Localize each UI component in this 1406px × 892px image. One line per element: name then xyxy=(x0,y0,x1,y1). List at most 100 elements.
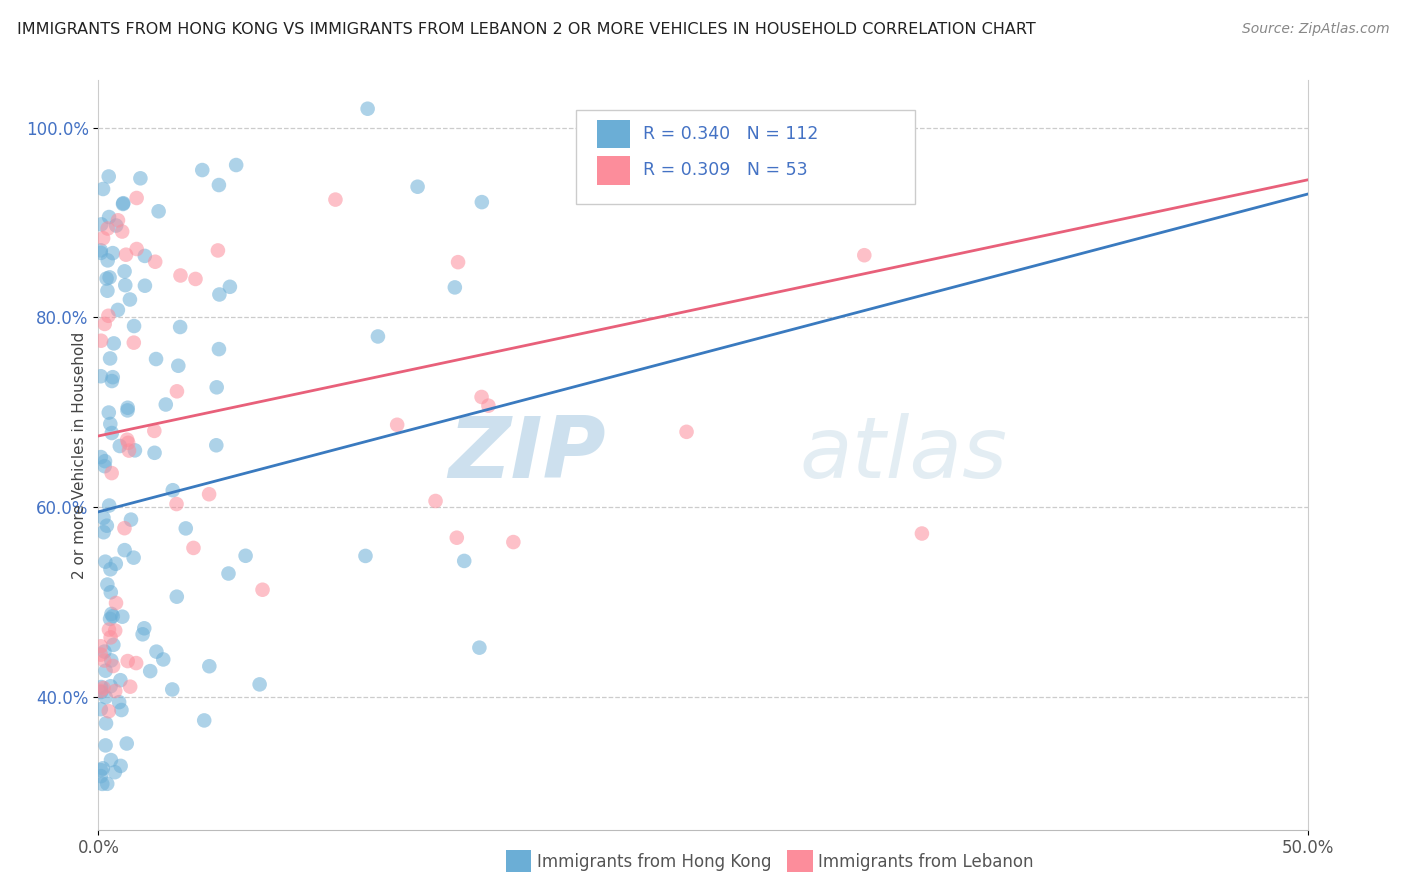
Point xyxy=(143,424,166,438)
Point xyxy=(115,433,138,447)
Point xyxy=(100,585,122,599)
Point xyxy=(103,638,125,652)
Point xyxy=(97,704,120,718)
Point xyxy=(675,425,697,439)
Point xyxy=(104,624,127,638)
Point xyxy=(97,309,120,323)
Point xyxy=(471,195,494,210)
Point xyxy=(145,351,167,366)
Point xyxy=(115,737,138,751)
Point xyxy=(117,654,139,668)
FancyBboxPatch shape xyxy=(576,111,915,204)
Point xyxy=(117,401,139,415)
Point xyxy=(134,249,156,263)
Text: Immigrants from Lebanon: Immigrants from Lebanon xyxy=(818,853,1033,871)
Point xyxy=(93,644,115,658)
Point xyxy=(96,518,118,533)
Point xyxy=(90,244,112,258)
Point xyxy=(143,446,166,460)
Point xyxy=(110,703,132,717)
Point xyxy=(105,219,128,233)
Point xyxy=(101,659,124,673)
Point xyxy=(103,336,125,351)
Point xyxy=(107,302,129,317)
Point xyxy=(124,443,146,458)
Point xyxy=(143,254,166,268)
Point xyxy=(120,513,142,527)
Point xyxy=(118,443,141,458)
Text: atlas: atlas xyxy=(800,413,1008,497)
Point xyxy=(166,497,188,511)
Point xyxy=(385,417,408,432)
Point xyxy=(853,248,876,262)
Point xyxy=(100,631,122,645)
Bar xyxy=(596,156,630,185)
Point xyxy=(235,549,257,563)
Point xyxy=(252,582,274,597)
Text: R = 0.309   N = 53: R = 0.309 N = 53 xyxy=(643,161,807,179)
Text: Immigrants from Hong Kong: Immigrants from Hong Kong xyxy=(537,853,772,871)
Y-axis label: 2 or more Vehicles in Household: 2 or more Vehicles in Household xyxy=(72,331,87,579)
Point xyxy=(93,317,115,331)
Point xyxy=(91,761,114,775)
Point xyxy=(94,664,117,678)
Point xyxy=(100,607,122,621)
Point xyxy=(169,268,191,283)
Point xyxy=(115,248,138,262)
Point xyxy=(207,244,229,258)
Point xyxy=(101,609,124,624)
Point xyxy=(91,182,114,196)
Point xyxy=(104,684,127,698)
Point xyxy=(122,550,145,565)
Point xyxy=(97,169,120,184)
Point xyxy=(110,759,132,773)
Point xyxy=(90,369,112,384)
Point xyxy=(94,454,117,468)
Point xyxy=(198,487,221,501)
Point xyxy=(477,399,499,413)
Point xyxy=(90,684,112,698)
Point xyxy=(98,417,121,431)
Point xyxy=(129,171,152,186)
Point xyxy=(96,271,118,285)
Point xyxy=(468,640,491,655)
Point xyxy=(111,197,134,211)
Point xyxy=(100,466,122,480)
Point xyxy=(117,403,139,417)
Point xyxy=(208,178,231,192)
Bar xyxy=(596,120,630,148)
Point xyxy=(205,438,228,452)
Point xyxy=(114,543,136,558)
Point xyxy=(367,329,389,343)
Point xyxy=(91,777,114,791)
Point xyxy=(208,342,231,356)
Text: R = 0.340   N = 112: R = 0.340 N = 112 xyxy=(643,125,818,144)
Point xyxy=(100,562,122,576)
Point xyxy=(98,351,121,366)
Point xyxy=(447,255,470,269)
Point xyxy=(167,359,190,373)
Point xyxy=(93,511,115,525)
Point xyxy=(911,526,934,541)
Point xyxy=(98,210,121,224)
Point xyxy=(198,659,221,673)
Point xyxy=(162,682,184,697)
Point xyxy=(125,191,148,205)
Point xyxy=(148,204,170,219)
Point xyxy=(425,494,447,508)
Point xyxy=(94,716,117,731)
Point xyxy=(145,645,167,659)
Point xyxy=(110,673,132,688)
Point xyxy=(100,753,122,767)
Point xyxy=(96,577,118,591)
Point xyxy=(354,549,377,563)
Point xyxy=(93,681,115,695)
Point xyxy=(98,270,121,285)
Point xyxy=(111,225,134,239)
Point xyxy=(356,102,378,116)
Point xyxy=(134,278,156,293)
Point xyxy=(98,499,121,513)
Point xyxy=(97,623,120,637)
Point xyxy=(114,278,136,293)
Point xyxy=(219,280,242,294)
